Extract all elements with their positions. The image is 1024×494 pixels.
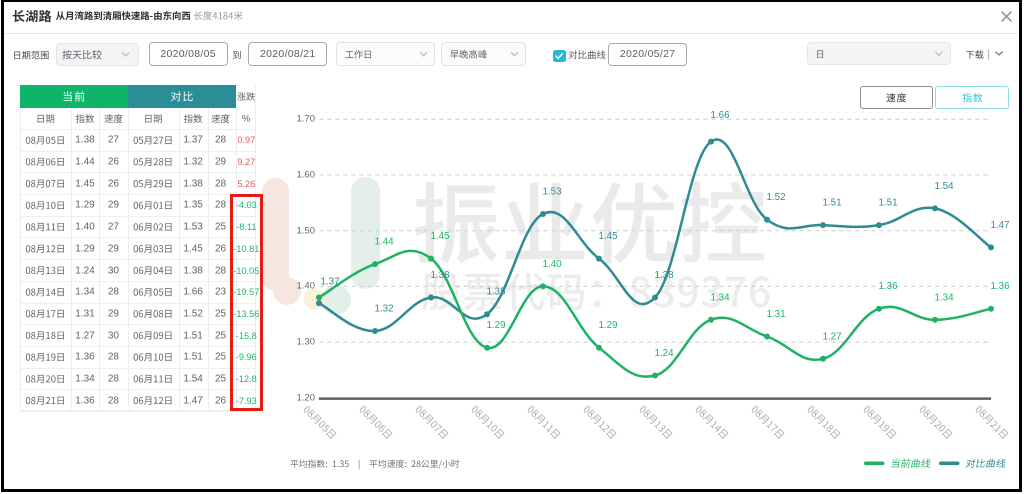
svg-text:1.45: 1.45 (598, 231, 618, 242)
svg-text:1.40: 1.40 (542, 259, 562, 270)
svg-text:1.38: 1.38 (654, 270, 674, 281)
svg-text:1.52: 1.52 (766, 192, 785, 203)
svg-text:1.34: 1.34 (710, 292, 730, 303)
svg-text:1.32: 1.32 (374, 304, 393, 315)
svg-text:1.51: 1.51 (878, 198, 897, 209)
svg-text:1.24: 1.24 (654, 348, 674, 359)
svg-text:1.38: 1.38 (430, 270, 450, 281)
svg-text:1.36: 1.36 (878, 281, 898, 292)
svg-text:1.37: 1.37 (320, 277, 339, 288)
svg-text:1.66: 1.66 (710, 110, 730, 121)
svg-text:1.34: 1.34 (934, 292, 954, 303)
svg-text:1.44: 1.44 (374, 237, 394, 248)
svg-text:1.53: 1.53 (542, 187, 562, 198)
svg-text:1.35: 1.35 (486, 287, 506, 298)
svg-text:1.54: 1.54 (934, 181, 954, 192)
svg-text:1.27: 1.27 (822, 331, 841, 342)
svg-text:1.31: 1.31 (766, 309, 785, 320)
svg-text:1.36: 1.36 (990, 281, 1010, 292)
svg-text:1.45: 1.45 (430, 231, 450, 242)
svg-text:1.29: 1.29 (486, 320, 505, 331)
svg-text:1.29: 1.29 (598, 320, 617, 331)
svg-text:1.51: 1.51 (822, 198, 841, 209)
svg-text:1.47: 1.47 (990, 220, 1009, 231)
